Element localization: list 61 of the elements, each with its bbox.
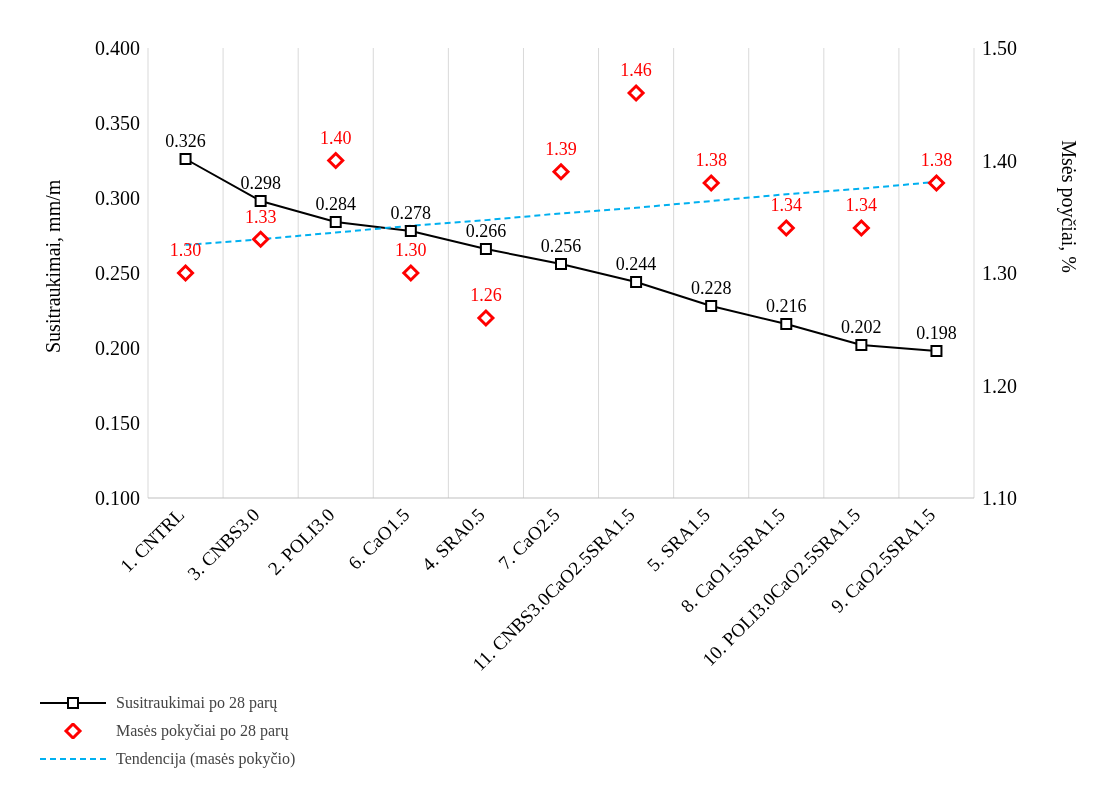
point <box>630 276 643 288</box>
data-label: 1.33 <box>244 206 277 227</box>
data-label: 0.298 <box>240 173 281 193</box>
data-label: 0.202 <box>841 317 882 337</box>
legend-label: Susitraukimai po 28 parų <box>116 694 278 712</box>
y-tick-label: 0.400 <box>95 37 140 60</box>
data-label: 1.38 <box>695 150 727 171</box>
data-label: 0.228 <box>690 278 732 298</box>
data-label: 0.278 <box>390 203 432 223</box>
y-tick-label: 0.150 <box>95 412 140 435</box>
point <box>404 225 417 237</box>
y2-tick-label: 1.20 <box>982 374 1017 397</box>
data-label: 1.30 <box>169 240 202 261</box>
data-label: 1.34 <box>770 195 803 216</box>
legend-label: Masės pokyčiai po 28 parų <box>116 722 289 740</box>
point <box>552 163 570 181</box>
point <box>705 300 718 312</box>
data-label: 1.46 <box>620 60 652 81</box>
data-label: 1.38 <box>920 150 953 171</box>
y-tick-label: 0.300 <box>95 187 140 210</box>
data-label: 0.326 <box>165 131 206 151</box>
point <box>327 152 345 169</box>
point <box>927 174 945 192</box>
y-tick-label: 0.350 <box>95 112 140 135</box>
data-label: 0.256 <box>540 236 582 256</box>
point <box>179 153 192 165</box>
data-label: 0.284 <box>315 194 356 214</box>
data-label: 1.40 <box>319 127 352 148</box>
point <box>477 309 495 327</box>
point <box>479 243 492 255</box>
y-tick-label: 0.100 <box>95 487 140 510</box>
data-label: 0.244 <box>615 254 657 274</box>
point <box>402 264 420 282</box>
point <box>777 219 795 237</box>
point <box>702 174 720 192</box>
point <box>555 258 567 270</box>
legend-label: Tendencija (masės pokyčio) <box>116 750 296 768</box>
point <box>930 345 943 357</box>
y2-tick-label: 1.10 <box>982 487 1017 510</box>
data-label: 0.216 <box>766 296 807 316</box>
point <box>852 219 870 237</box>
y2-tick-label: 1.50 <box>982 37 1017 60</box>
data-label: 1.26 <box>470 285 502 306</box>
data-label: 0.266 <box>465 221 507 241</box>
data-label: 1.39 <box>545 139 577 160</box>
y2-axis-title: Msės poyčiai, % <box>1056 140 1080 273</box>
data-label: 0.198 <box>916 323 957 343</box>
data-label: 1.30 <box>395 240 427 261</box>
point <box>780 318 793 330</box>
point <box>855 339 868 351</box>
point <box>254 195 267 207</box>
y-tick-label: 0.200 <box>95 337 140 360</box>
y-axis-title: Susitraukimai, mm/m <box>42 179 65 353</box>
y2-tick-label: 1.30 <box>982 262 1017 285</box>
point <box>177 264 195 282</box>
point <box>627 84 645 102</box>
point <box>252 230 270 248</box>
y2-tick-label: 1.40 <box>982 149 1017 172</box>
point <box>329 216 342 228</box>
data-label: 1.34 <box>845 195 878 216</box>
y-tick-label: 0.250 <box>95 262 140 285</box>
